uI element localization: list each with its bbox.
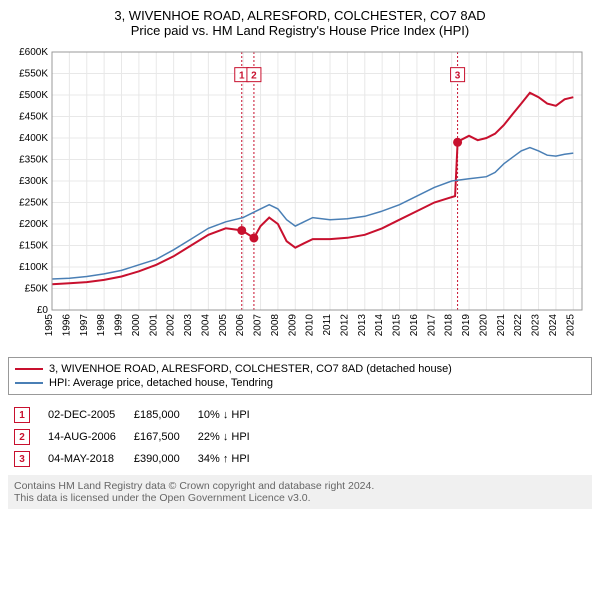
svg-text:2008: 2008 <box>270 314 281 337</box>
event-price: £390,000 <box>130 449 192 469</box>
event-row: 2 14-AUG-2006£167,50022% ↓ HPI <box>10 427 262 447</box>
svg-text:2017: 2017 <box>426 314 437 337</box>
legend-row: 3, WIVENHOE ROAD, ALRESFORD, COLCHESTER,… <box>15 362 585 376</box>
svg-text:2012: 2012 <box>339 314 350 337</box>
event-date: 14-AUG-2006 <box>44 427 128 447</box>
legend-swatch <box>15 368 43 370</box>
svg-text:1: 1 <box>239 71 245 82</box>
event-marker: 2 <box>14 429 30 445</box>
event-marker: 3 <box>14 451 30 467</box>
event-marker: 1 <box>14 407 30 423</box>
event-date: 02-DEC-2005 <box>44 405 128 425</box>
svg-text:2: 2 <box>251 71 257 82</box>
svg-text:2002: 2002 <box>166 314 177 337</box>
svg-text:2018: 2018 <box>444 314 455 337</box>
svg-text:1997: 1997 <box>79 314 90 337</box>
svg-text:2005: 2005 <box>218 314 229 337</box>
svg-text:£500K: £500K <box>19 90 48 101</box>
svg-text:2019: 2019 <box>461 314 472 337</box>
price-chart: £0£50K£100K£150K£200K£250K£300K£350K£400… <box>8 44 592 349</box>
svg-text:1998: 1998 <box>96 314 107 337</box>
svg-text:2013: 2013 <box>357 314 368 337</box>
footnote: Contains HM Land Registry data © Crown c… <box>8 475 592 509</box>
svg-text:£300K: £300K <box>19 176 48 187</box>
svg-text:2025: 2025 <box>565 314 576 337</box>
svg-text:£550K: £550K <box>19 69 48 80</box>
event-delta: 22% ↓ HPI <box>194 427 262 447</box>
svg-text:£450K: £450K <box>19 112 48 123</box>
svg-text:2016: 2016 <box>409 314 420 337</box>
event-price: £185,000 <box>130 405 192 425</box>
svg-text:£50K: £50K <box>25 284 49 295</box>
title-line-1: 3, WIVENHOE ROAD, ALRESFORD, COLCHESTER,… <box>8 8 592 23</box>
legend-swatch <box>15 382 43 384</box>
footnote-line-2: This data is licensed under the Open Gov… <box>14 492 586 504</box>
title-line-2: Price paid vs. HM Land Registry's House … <box>8 23 592 38</box>
svg-text:£200K: £200K <box>19 219 48 230</box>
event-price: £167,500 <box>130 427 192 447</box>
svg-text:1999: 1999 <box>114 314 125 337</box>
svg-text:£100K: £100K <box>19 262 48 273</box>
event-row: 1 02-DEC-2005£185,00010% ↓ HPI <box>10 405 262 425</box>
svg-text:2014: 2014 <box>374 314 385 337</box>
svg-text:2004: 2004 <box>200 314 211 337</box>
svg-text:£400K: £400K <box>19 133 48 144</box>
svg-text:2007: 2007 <box>253 314 264 337</box>
chart-svg: £0£50K£100K£150K£200K£250K£300K£350K£400… <box>8 44 592 344</box>
svg-text:2010: 2010 <box>305 314 316 337</box>
svg-text:2003: 2003 <box>183 314 194 337</box>
legend: 3, WIVENHOE ROAD, ALRESFORD, COLCHESTER,… <box>8 357 592 395</box>
legend-label: HPI: Average price, detached house, Tend… <box>49 377 273 389</box>
svg-text:2021: 2021 <box>496 314 507 337</box>
legend-row: HPI: Average price, detached house, Tend… <box>15 376 585 390</box>
event-date: 04-MAY-2018 <box>44 449 128 469</box>
footnote-line-1: Contains HM Land Registry data © Crown c… <box>14 480 586 492</box>
svg-text:2011: 2011 <box>322 314 333 336</box>
svg-text:2024: 2024 <box>548 314 559 337</box>
svg-text:2023: 2023 <box>531 314 542 337</box>
svg-text:1996: 1996 <box>61 314 72 337</box>
events-table: 1 02-DEC-2005£185,00010% ↓ HPI 2 14-AUG-200… <box>8 403 264 471</box>
svg-text:2001: 2001 <box>148 314 159 337</box>
svg-text:2009: 2009 <box>287 314 298 337</box>
svg-text:£250K: £250K <box>19 198 48 209</box>
svg-text:£150K: £150K <box>19 241 48 252</box>
svg-text:£350K: £350K <box>19 155 48 166</box>
svg-text:2000: 2000 <box>131 314 142 337</box>
svg-text:1995: 1995 <box>44 314 55 337</box>
event-row: 3 04-MAY-2018£390,00034% ↑ HPI <box>10 449 262 469</box>
svg-text:2020: 2020 <box>478 314 489 337</box>
svg-text:2006: 2006 <box>235 314 246 337</box>
svg-text:2022: 2022 <box>513 314 524 337</box>
svg-text:3: 3 <box>455 71 461 82</box>
svg-text:£600K: £600K <box>19 47 48 58</box>
event-delta: 34% ↑ HPI <box>194 449 262 469</box>
chart-title-block: 3, WIVENHOE ROAD, ALRESFORD, COLCHESTER,… <box>8 8 592 38</box>
legend-label: 3, WIVENHOE ROAD, ALRESFORD, COLCHESTER,… <box>49 363 452 375</box>
svg-text:2015: 2015 <box>392 314 403 337</box>
event-delta: 10% ↓ HPI <box>194 405 262 425</box>
